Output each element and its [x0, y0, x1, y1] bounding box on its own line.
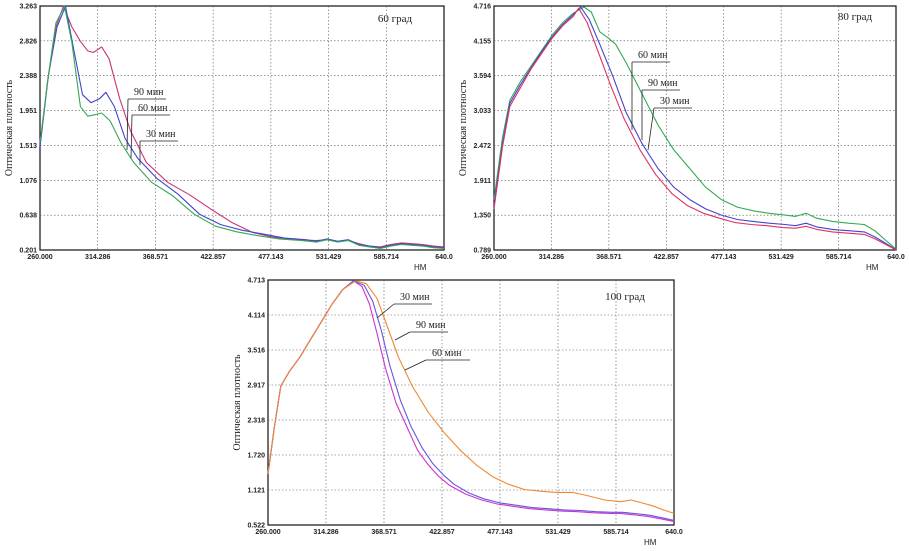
- plot-frame: [493, 5, 897, 251]
- y-axis-label: Оптическая плотность: [232, 354, 243, 451]
- series-line: [493, 6, 897, 250]
- x-tick-label: 368.571: [371, 529, 396, 536]
- y-tick-label: 4.713: [247, 278, 265, 285]
- series-line: [493, 7, 897, 251]
- y-axis-label: Оптическая плотность: [458, 79, 469, 176]
- x-tick-label: 477.143: [711, 254, 736, 261]
- x-tick-label: 585.714: [826, 254, 851, 261]
- y-tick-label: 3.263: [19, 4, 37, 11]
- x-tick-label: 585.714: [603, 529, 628, 536]
- series-annotation-label: 60 мин: [638, 50, 668, 61]
- y-tick-label: 2.388: [19, 73, 37, 80]
- annotation-pointer: [130, 114, 133, 159]
- x-tick-label: 640.0: [887, 254, 905, 261]
- series-annotation-label: 90 мин: [648, 78, 678, 89]
- x-tick-label: 314.286: [85, 254, 110, 261]
- x-tick-label: 477.143: [487, 529, 512, 536]
- y-tick-label: 4.114: [248, 313, 265, 320]
- panel-temperature-label: 100 град: [605, 291, 645, 303]
- y-tick-label: 1.121: [247, 488, 265, 495]
- y-tick-label: 1.076: [19, 178, 37, 185]
- x-tick-label: 260.000: [255, 529, 280, 536]
- x-tick-label: 260.000: [27, 254, 52, 261]
- x-tick-label: 368.571: [143, 254, 168, 261]
- y-tick-label: 0.638: [19, 213, 37, 220]
- x-tick-label: 477.143: [258, 254, 283, 261]
- x-tick-label: 640.0: [665, 529, 683, 536]
- annotation-pointer: [394, 331, 411, 341]
- y-tick-label: 1.951: [19, 108, 37, 115]
- series-annotation-label: 30 мин: [400, 292, 430, 303]
- x-tick-label: 531.429: [316, 254, 341, 261]
- x-tick-label: 585.714: [374, 254, 399, 261]
- y-tick-label: 4.155: [473, 38, 491, 45]
- x-tick-label: 314.286: [313, 529, 338, 536]
- y-tick-label: 0.789: [473, 248, 491, 255]
- x-tick-label: 422.857: [654, 254, 679, 261]
- y-tick-label: 3.516: [247, 348, 265, 355]
- series-annotation-label: 30 мин: [660, 96, 690, 107]
- series-annotation-label: 90 мин: [416, 320, 446, 331]
- panel-temperature-label: 80 град: [838, 11, 873, 23]
- y-tick-label: 3.594: [473, 73, 491, 80]
- chart-panel-1: 260.000 314.286 368.571 422.857 477.143 531.4…: [4, 4, 453, 273]
- y-tick-label: 2.472: [473, 143, 491, 150]
- y-tick-label: 4.716: [473, 4, 491, 11]
- x-tick-label: 640.0: [435, 254, 453, 261]
- annotation-pointer: [376, 303, 395, 319]
- x-tick-label: 422.857: [200, 254, 225, 261]
- y-tick-label: 2.917: [247, 383, 265, 390]
- chart-panel-3: 260.000 314.286 368.571 422.857 477.143 531.4…: [232, 278, 683, 548]
- y-tick-label: 1.350: [473, 213, 491, 220]
- annotation-pointer: [647, 107, 655, 151]
- x-tick-label: 260.000: [481, 254, 506, 261]
- annotation-pointer: [404, 359, 427, 371]
- series-annotation-label: 30 мин: [146, 129, 176, 140]
- series-annotation-label: 60 мин: [138, 103, 168, 114]
- series-line: [39, 5, 445, 248]
- series-line: [39, 5, 445, 250]
- x-tick-label: 422.857: [429, 529, 454, 536]
- series-line: [267, 280, 675, 514]
- x-axis-label: НМ: [414, 263, 427, 272]
- series-line: [493, 6, 897, 251]
- series-line: [39, 5, 445, 249]
- y-tick-label: 3.033: [473, 108, 491, 115]
- plot-frame: [39, 5, 445, 251]
- panel-temperature-label: 60 град: [378, 13, 413, 25]
- x-tick-label: 368.571: [596, 254, 621, 261]
- y-tick-label: 0.522: [247, 523, 265, 530]
- y-tick-label: 1.720: [247, 453, 265, 460]
- x-tick-label: 531.429: [768, 254, 793, 261]
- y-tick-label: 2.318: [247, 418, 265, 425]
- y-tick-label: 1.513: [19, 143, 37, 150]
- y-axis-label: Оптическая плотность: [4, 79, 15, 176]
- x-tick-label: 314.286: [539, 254, 564, 261]
- chart-panel-2: 260.000 314.286 368.571 422.857 477.143 531.4…: [458, 4, 905, 273]
- x-tick-label: 531.429: [545, 529, 570, 536]
- x-axis-label: НМ: [644, 538, 657, 547]
- series-annotation-label: 60 мин: [432, 348, 462, 359]
- annotation-pointer: [126, 98, 129, 151]
- x-axis-label: НМ: [866, 263, 879, 272]
- series-annotation-label: 90 мин: [134, 87, 164, 98]
- y-tick-label: 0.201: [19, 248, 37, 255]
- y-tick-label: 2.826: [19, 38, 37, 45]
- plot-frame: [267, 279, 675, 526]
- y-tick-label: 1.911: [474, 178, 491, 185]
